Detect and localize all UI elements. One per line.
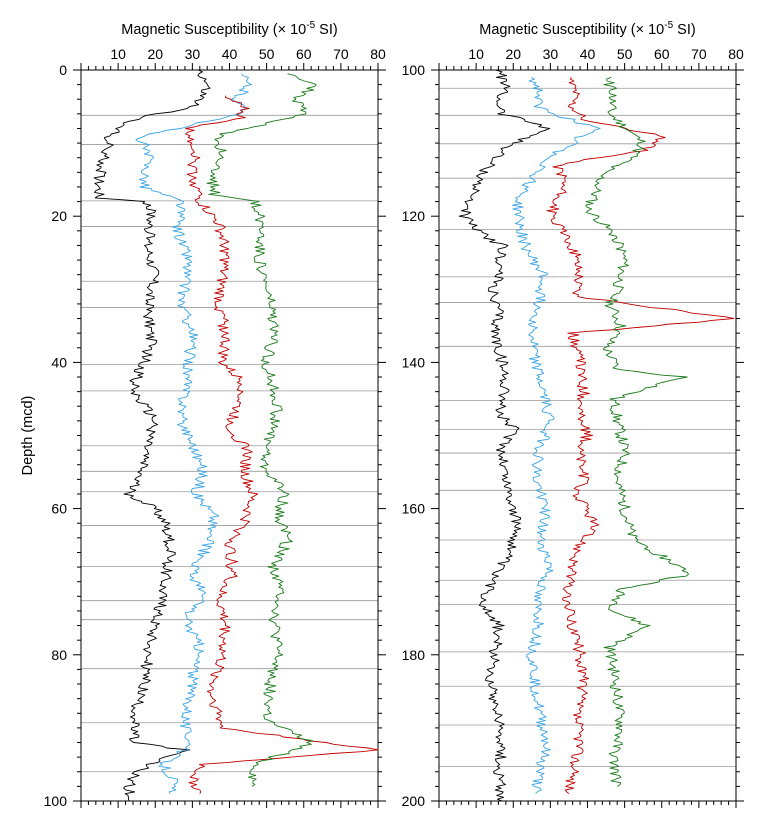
y-tick-label: 0 (59, 62, 67, 78)
series-line-1 (93, 69, 211, 802)
chart-title-tail: SI) (315, 22, 338, 38)
series-line-4 (585, 76, 689, 787)
chart-title: Magnetic Susceptibility (× 10-5 SI) (121, 20, 337, 38)
chart-title-exponent: -5 (664, 20, 673, 31)
x-tick-label: 40 (580, 46, 596, 62)
x-tick-label: 60 (296, 46, 312, 62)
y-tick-label: 40 (51, 354, 67, 370)
y-axis-label: Depth (mcd) (20, 396, 36, 476)
x-tick-label: 30 (543, 46, 559, 62)
y-tick-label: 100 (402, 62, 426, 78)
x-tick-label: 50 (617, 46, 633, 62)
x-tick-label: 40 (222, 46, 238, 62)
y-tick-label: 140 (402, 354, 426, 370)
plot-frame (438, 69, 737, 802)
x-tick-label: 30 (185, 46, 201, 62)
x-tick-label: 80 (728, 46, 744, 62)
y-tick-label: 60 (51, 501, 67, 517)
y-tick-label: 20 (51, 208, 67, 224)
chart-panel-2: 10 20 30 40 50 60 70 80 100 120 140 160 180 200 Magnet… (402, 20, 744, 809)
y-tick-label: 180 (402, 647, 426, 663)
chart-title-exponent: -5 (306, 20, 315, 31)
chart-panel-1: 10 20 30 40 50 60 70 80 0 20 40 60 80 100 Magnetic Sus… (20, 20, 386, 809)
x-tick-label: 70 (333, 46, 349, 62)
y-tick-label: 160 (402, 501, 426, 517)
y-tick-label: 120 (402, 208, 426, 224)
series-line-2 (135, 73, 253, 794)
chart-title-tail: SI) (673, 22, 696, 38)
x-tick-label: 10 (468, 46, 484, 62)
chart-title: Magnetic Susceptibility (× 10-5 SI) (479, 20, 695, 38)
y-tick-label: 100 (44, 793, 68, 809)
x-tick-label: 80 (370, 46, 386, 62)
plot-frame (80, 69, 379, 802)
chart-title-main: Magnetic Susceptibility (× 10 (121, 22, 306, 38)
series-line-3 (185, 95, 379, 794)
series-line-1 (458, 69, 551, 802)
chart-title-main: Magnetic Susceptibility (× 10 (479, 22, 664, 38)
x-tick-label: 60 (654, 46, 670, 62)
x-tick-label: 10 (110, 46, 126, 62)
series-line-2 (511, 76, 601, 795)
y-tick-label: 200 (402, 793, 426, 809)
x-tick-label: 70 (691, 46, 707, 62)
series-line-4 (206, 73, 317, 787)
x-tick-label: 20 (505, 46, 521, 62)
x-tick-label: 50 (259, 46, 275, 62)
x-tick-label: 20 (147, 46, 163, 62)
y-tick-label: 80 (51, 647, 67, 663)
series-line-3 (546, 77, 735, 795)
